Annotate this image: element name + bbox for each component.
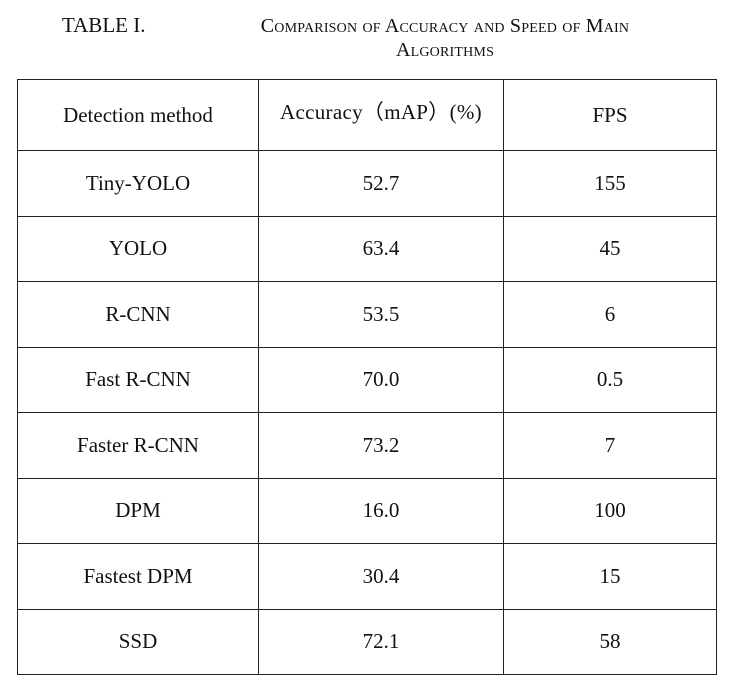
cell-method: DPM	[17, 477, 259, 544]
table-row: Fastest DPM 30.4 15	[17, 543, 717, 610]
cell-accuracy: 70.0	[258, 346, 504, 413]
cell-accuracy: 63.4	[258, 215, 504, 282]
table-row: R-CNN 53.5 6	[17, 281, 717, 348]
cell-method: R-CNN	[17, 281, 259, 348]
cell-accuracy: 16.0	[258, 477, 504, 544]
cell-fps: 100	[503, 477, 717, 544]
table-caption: TABLE I. Comparison of Accuracy and Spee…	[0, 0, 730, 80]
cell-fps: 155	[503, 150, 717, 217]
cell-accuracy: 72.1	[258, 608, 504, 675]
table-number: TABLE I.	[62, 13, 146, 37]
cell-method: YOLO	[17, 215, 259, 282]
table-row: Tiny-YOLO 52.7 155	[17, 150, 717, 217]
cell-method: Faster R-CNN	[17, 412, 259, 479]
header-accuracy-label: Accuracy（mAP）(%)	[280, 100, 482, 124]
cell-accuracy: 73.2	[258, 412, 504, 479]
cell-fps: 7	[503, 412, 717, 479]
header-row: Detection method Accuracy（mAP）(%) FPS	[17, 79, 717, 151]
cell-method: Fastest DPM	[17, 543, 259, 610]
cell-fps: 15	[503, 543, 717, 610]
cell-method: SSD	[17, 608, 259, 675]
table-row: Faster R-CNN 73.2 7	[17, 412, 717, 479]
table-body: Tiny-YOLO 52.7 155 YOLO 63.4 45 R-CNN 53.5 6 Fast…	[17, 150, 717, 675]
cell-fps: 6	[503, 281, 717, 348]
cell-accuracy: 53.5	[258, 281, 504, 348]
cell-fps: 58	[503, 608, 717, 675]
cell-fps: 0.5	[503, 346, 717, 413]
table-row: SSD 72.1 58	[17, 608, 717, 675]
table-title: Comparison of Accuracy and Speed of Main…	[260, 15, 630, 61]
header-accuracy: Accuracy（mAP）(%)	[258, 79, 504, 151]
cell-method: Fast R-CNN	[17, 346, 259, 413]
header-detection-method: Detection method	[17, 79, 259, 151]
cell-method: Tiny-YOLO	[17, 150, 259, 217]
comparison-table: Detection method Accuracy（mAP）(%) FPS Ti…	[17, 79, 717, 675]
cell-fps: 45	[503, 215, 717, 282]
cell-accuracy: 52.7	[258, 150, 504, 217]
table-row: Fast R-CNN 70.0 0.5	[17, 346, 717, 413]
header-fps: FPS	[503, 79, 717, 151]
cell-accuracy: 30.4	[258, 543, 504, 610]
table-row: DPM 16.0 100	[17, 477, 717, 544]
table-row: YOLO 63.4 45	[17, 215, 717, 282]
